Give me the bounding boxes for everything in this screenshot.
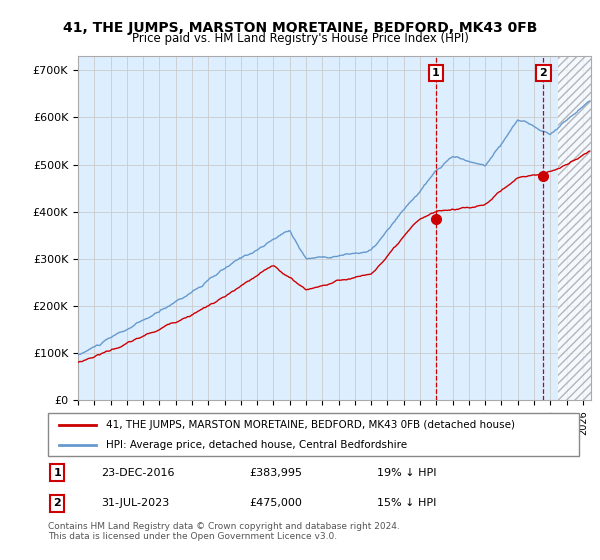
Text: 1: 1 <box>53 468 61 478</box>
Text: Price paid vs. HM Land Registry's House Price Index (HPI): Price paid vs. HM Land Registry's House … <box>131 32 469 45</box>
Text: 1: 1 <box>432 68 440 78</box>
FancyBboxPatch shape <box>48 413 579 456</box>
Text: 31-JUL-2023: 31-JUL-2023 <box>101 498 169 508</box>
Text: £383,995: £383,995 <box>250 468 303 478</box>
Text: HPI: Average price, detached house, Central Bedfordshire: HPI: Average price, detached house, Cent… <box>106 441 407 450</box>
Bar <box>559 56 591 400</box>
Text: Contains HM Land Registry data © Crown copyright and database right 2024.
This d: Contains HM Land Registry data © Crown c… <box>48 522 400 542</box>
Text: 23-DEC-2016: 23-DEC-2016 <box>101 468 175 478</box>
Text: 2: 2 <box>539 68 547 78</box>
Text: 2: 2 <box>53 498 61 508</box>
Text: 19% ↓ HPI: 19% ↓ HPI <box>377 468 437 478</box>
Text: 41, THE JUMPS, MARSTON MORETAINE, BEDFORD, MK43 0FB: 41, THE JUMPS, MARSTON MORETAINE, BEDFOR… <box>63 21 537 35</box>
Text: 15% ↓ HPI: 15% ↓ HPI <box>377 498 437 508</box>
Text: 41, THE JUMPS, MARSTON MORETAINE, BEDFORD, MK43 0FB (detached house): 41, THE JUMPS, MARSTON MORETAINE, BEDFOR… <box>106 420 515 430</box>
Text: £475,000: £475,000 <box>250 498 302 508</box>
